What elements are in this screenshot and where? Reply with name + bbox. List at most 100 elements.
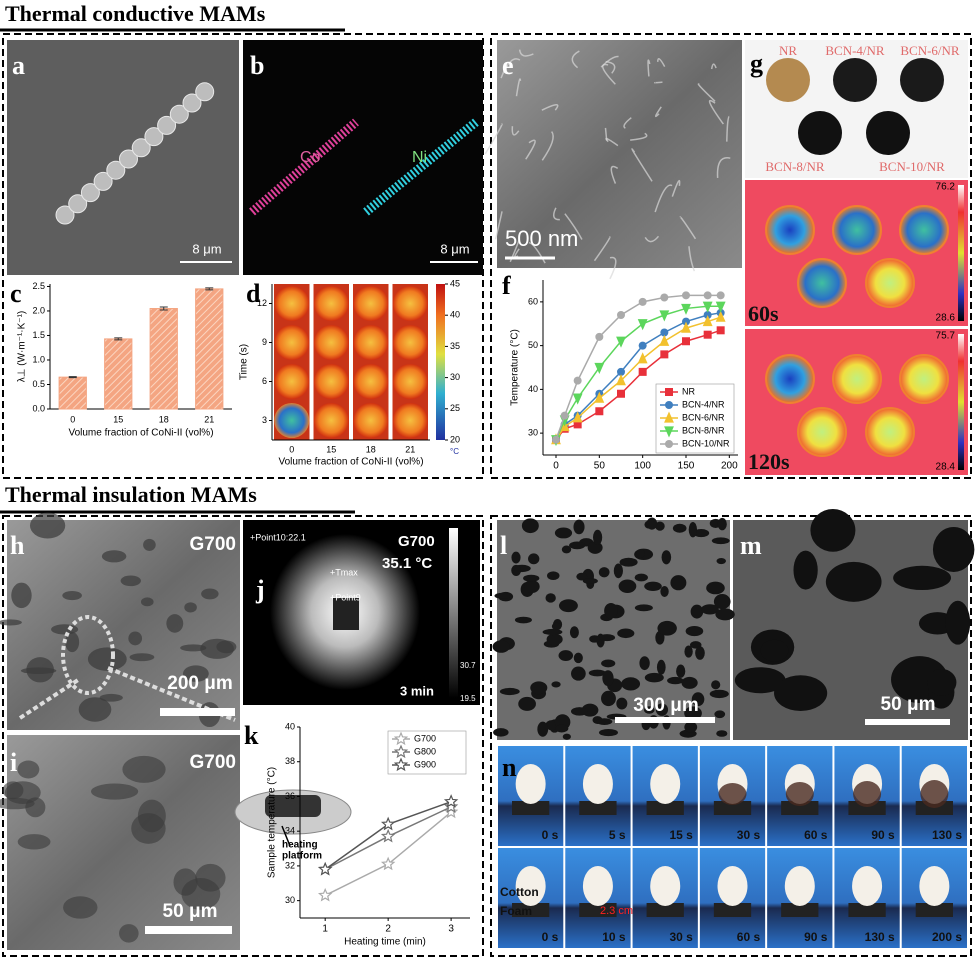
panel-letter: m: [740, 531, 762, 560]
temp-label: 35.1 °C: [382, 555, 432, 572]
pore: [582, 577, 598, 584]
pore: [644, 672, 664, 683]
marker: [703, 311, 712, 319]
pore: [561, 545, 572, 554]
arrow: [281, 825, 291, 847]
marker: [380, 856, 396, 871]
colorbar-max: 76.2: [936, 182, 956, 193]
y-tick-label: 32: [285, 860, 295, 870]
marker: [616, 336, 626, 348]
marker: [617, 389, 625, 398]
time-label: 60 s: [804, 828, 828, 842]
pore: [569, 541, 586, 550]
pore: [825, 561, 882, 602]
sample-label: BCN-6/NR: [900, 43, 960, 58]
pore: [62, 590, 82, 601]
texture: [494, 211, 503, 240]
pore: [101, 550, 127, 563]
marker: [317, 887, 333, 902]
panel-letter: a: [12, 51, 25, 80]
pore: [17, 834, 51, 850]
thermal-disc: [797, 258, 847, 308]
marker: [681, 321, 691, 333]
thermal-disc: [832, 354, 882, 404]
y-tick-label: 1.5: [32, 330, 45, 340]
microsphere: [157, 115, 177, 135]
foam: [582, 866, 613, 906]
microsphere: [169, 104, 189, 124]
scale-label: 50 μm: [881, 694, 936, 715]
pore: [11, 582, 32, 609]
pore: [17, 760, 40, 779]
legend-label: BCN-6/NR: [682, 412, 725, 422]
scale-label: 500 nm: [505, 226, 578, 251]
element-label: Ni: [412, 149, 427, 166]
section-title: Thermal conductive MAMs: [5, 1, 266, 26]
colorbar-label: 45: [450, 278, 460, 288]
thermal-disc: [765, 354, 815, 404]
pore: [87, 647, 127, 671]
marker: [573, 376, 582, 385]
y-tick-label: 1.0: [32, 354, 45, 364]
y-tick-label: 36: [285, 791, 295, 801]
legend-label: G700: [414, 733, 436, 743]
foam: [919, 866, 950, 906]
texts: Thermal conductive MAMs Thermal insulati…: [5, 1, 962, 944]
pore: [576, 572, 588, 581]
platform: [915, 801, 953, 815]
colorbar-label: 40: [450, 310, 460, 320]
highlight: [61, 615, 115, 695]
pore: [655, 703, 669, 716]
y-axis-label: λ⊥ (W·m⁻¹·K⁻¹): [17, 311, 28, 382]
pore: [173, 868, 198, 896]
marker: [616, 374, 626, 386]
sample-thermal: [353, 285, 389, 322]
pore: [716, 730, 728, 737]
pore: [119, 924, 139, 943]
pore: [530, 681, 548, 695]
colorbar-label: 25: [450, 403, 460, 413]
pore: [618, 579, 637, 593]
x-tick-label: 100: [634, 461, 651, 472]
bar: [58, 376, 87, 410]
pore: [545, 593, 556, 603]
platform: [579, 801, 617, 815]
legend-label: BCN-4/NR: [682, 399, 725, 409]
pore: [793, 550, 818, 590]
sample-thermal: [392, 285, 428, 322]
texture: [631, 148, 653, 182]
time-label: 130 s: [932, 828, 962, 842]
foam: [852, 866, 883, 906]
pore: [706, 581, 725, 595]
marker: [681, 303, 691, 315]
panel-letter: j: [255, 575, 265, 604]
sample-thermal: [353, 324, 389, 361]
colorbar-label: 35: [450, 341, 460, 351]
pore: [514, 616, 532, 624]
texture: [564, 213, 583, 240]
marker: [552, 435, 560, 444]
pore: [716, 557, 726, 565]
thermal-disc: [865, 258, 915, 308]
pore: [99, 693, 123, 702]
pore: [621, 677, 641, 691]
scale-label: 50 μm: [163, 901, 218, 922]
sample-thermal: [313, 363, 349, 400]
pore: [774, 675, 828, 711]
x-axis-label: Heating time (min): [344, 937, 426, 948]
colorbar-label: 30: [450, 372, 460, 382]
platform: [646, 801, 684, 815]
pore: [893, 565, 952, 591]
char: [853, 781, 882, 807]
annotation: heating: [282, 840, 318, 851]
pore: [711, 537, 730, 545]
thermal-disc: [832, 205, 882, 255]
legend-label: BCN-10/NR: [682, 438, 730, 448]
time-label: 90 s: [871, 828, 895, 842]
series-line: [555, 312, 721, 441]
pore: [140, 597, 154, 607]
texture: [541, 103, 559, 111]
panel-letter: f: [502, 271, 511, 300]
co-map: [249, 118, 359, 216]
pore: [551, 622, 561, 630]
